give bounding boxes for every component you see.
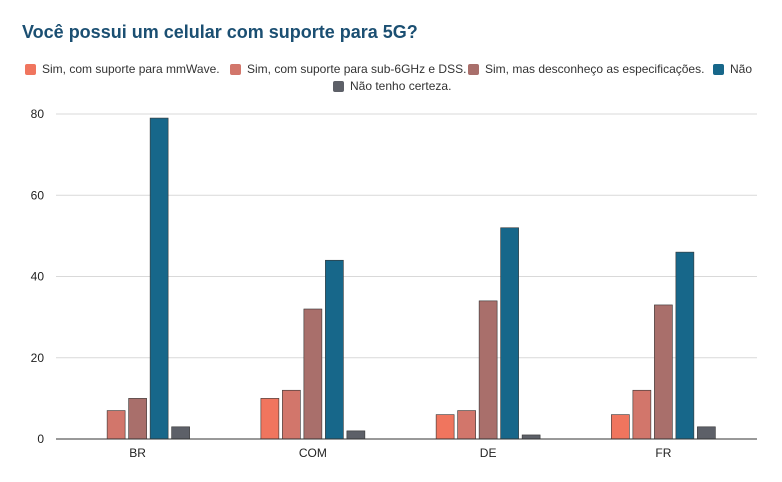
x-tick-label: BR [129,446,146,460]
legend-label: Não tenho certeza. [350,79,452,93]
y-tick-label: 40 [31,270,45,284]
y-tick-label: 20 [31,351,45,365]
bar-fr-series-4 [697,426,716,440]
legend-swatch [713,63,724,75]
bar-de-series-2 [478,300,498,440]
bar-com-series-1 [282,389,301,440]
bar-com-series-2 [303,308,323,440]
bar-de-series-4 [521,434,541,440]
chart-title: Você possui um celular com suporte para … [22,22,418,42]
x-tick-label: FR [655,446,671,460]
bar-de-series-0 [435,414,455,440]
bar-br-series-2 [128,398,147,440]
bar-de-series-1 [457,410,476,440]
bar-fr-series-0 [611,414,630,440]
bar-de-series-3 [500,227,519,440]
bar-fr-series-1 [632,389,652,440]
legend-swatch [230,63,241,75]
legend-label: Sim, com suporte para mmWave. [42,62,220,76]
bar-br-series-4 [171,426,190,440]
x-tick-label: COM [299,446,327,460]
bar-br-series-1 [106,410,126,440]
gridlines [56,113,757,359]
legend: Sim, com suporte para mmWave. Sim, com s… [0,59,782,99]
legend-swatch [468,63,479,75]
x-tick-label: DE [480,446,497,460]
y-tick-label: 0 [37,432,44,446]
legend-label: Não [730,62,753,76]
legend-swatch [25,63,36,75]
legend-item-nao: Não [713,62,752,76]
bar-com-series-3 [325,259,344,440]
bar-com-series-0 [260,398,280,440]
legend-item-sub6: Sim, com suporte para sub-6GHz e DSS. [230,62,466,76]
bars [106,117,716,440]
bar-fr-series-2 [654,304,673,440]
y-tick-label: 60 [31,188,45,202]
legend-item-desconheco: Sim, mas desconheço as especificações. [468,62,704,76]
legend-item-mmwave: Sim, com suporte para mmWave. [25,62,220,76]
x-tick-labels: BR COM DE FR [129,446,671,460]
legend-label: Sim, mas desconheço as especificações. [485,62,705,76]
bar-fr-series-3 [675,251,695,440]
y-tick-labels: 0 20 40 60 80 [31,107,45,446]
y-tick-label: 80 [31,107,45,121]
legend-item-nao-certeza: Não tenho certeza. [333,79,451,93]
bar-br-series-3 [149,117,169,440]
bar-com-series-4 [346,430,366,440]
legend-swatch [333,80,344,92]
legend-label: Sim, com suporte para sub-6GHz e DSS. [247,62,467,76]
